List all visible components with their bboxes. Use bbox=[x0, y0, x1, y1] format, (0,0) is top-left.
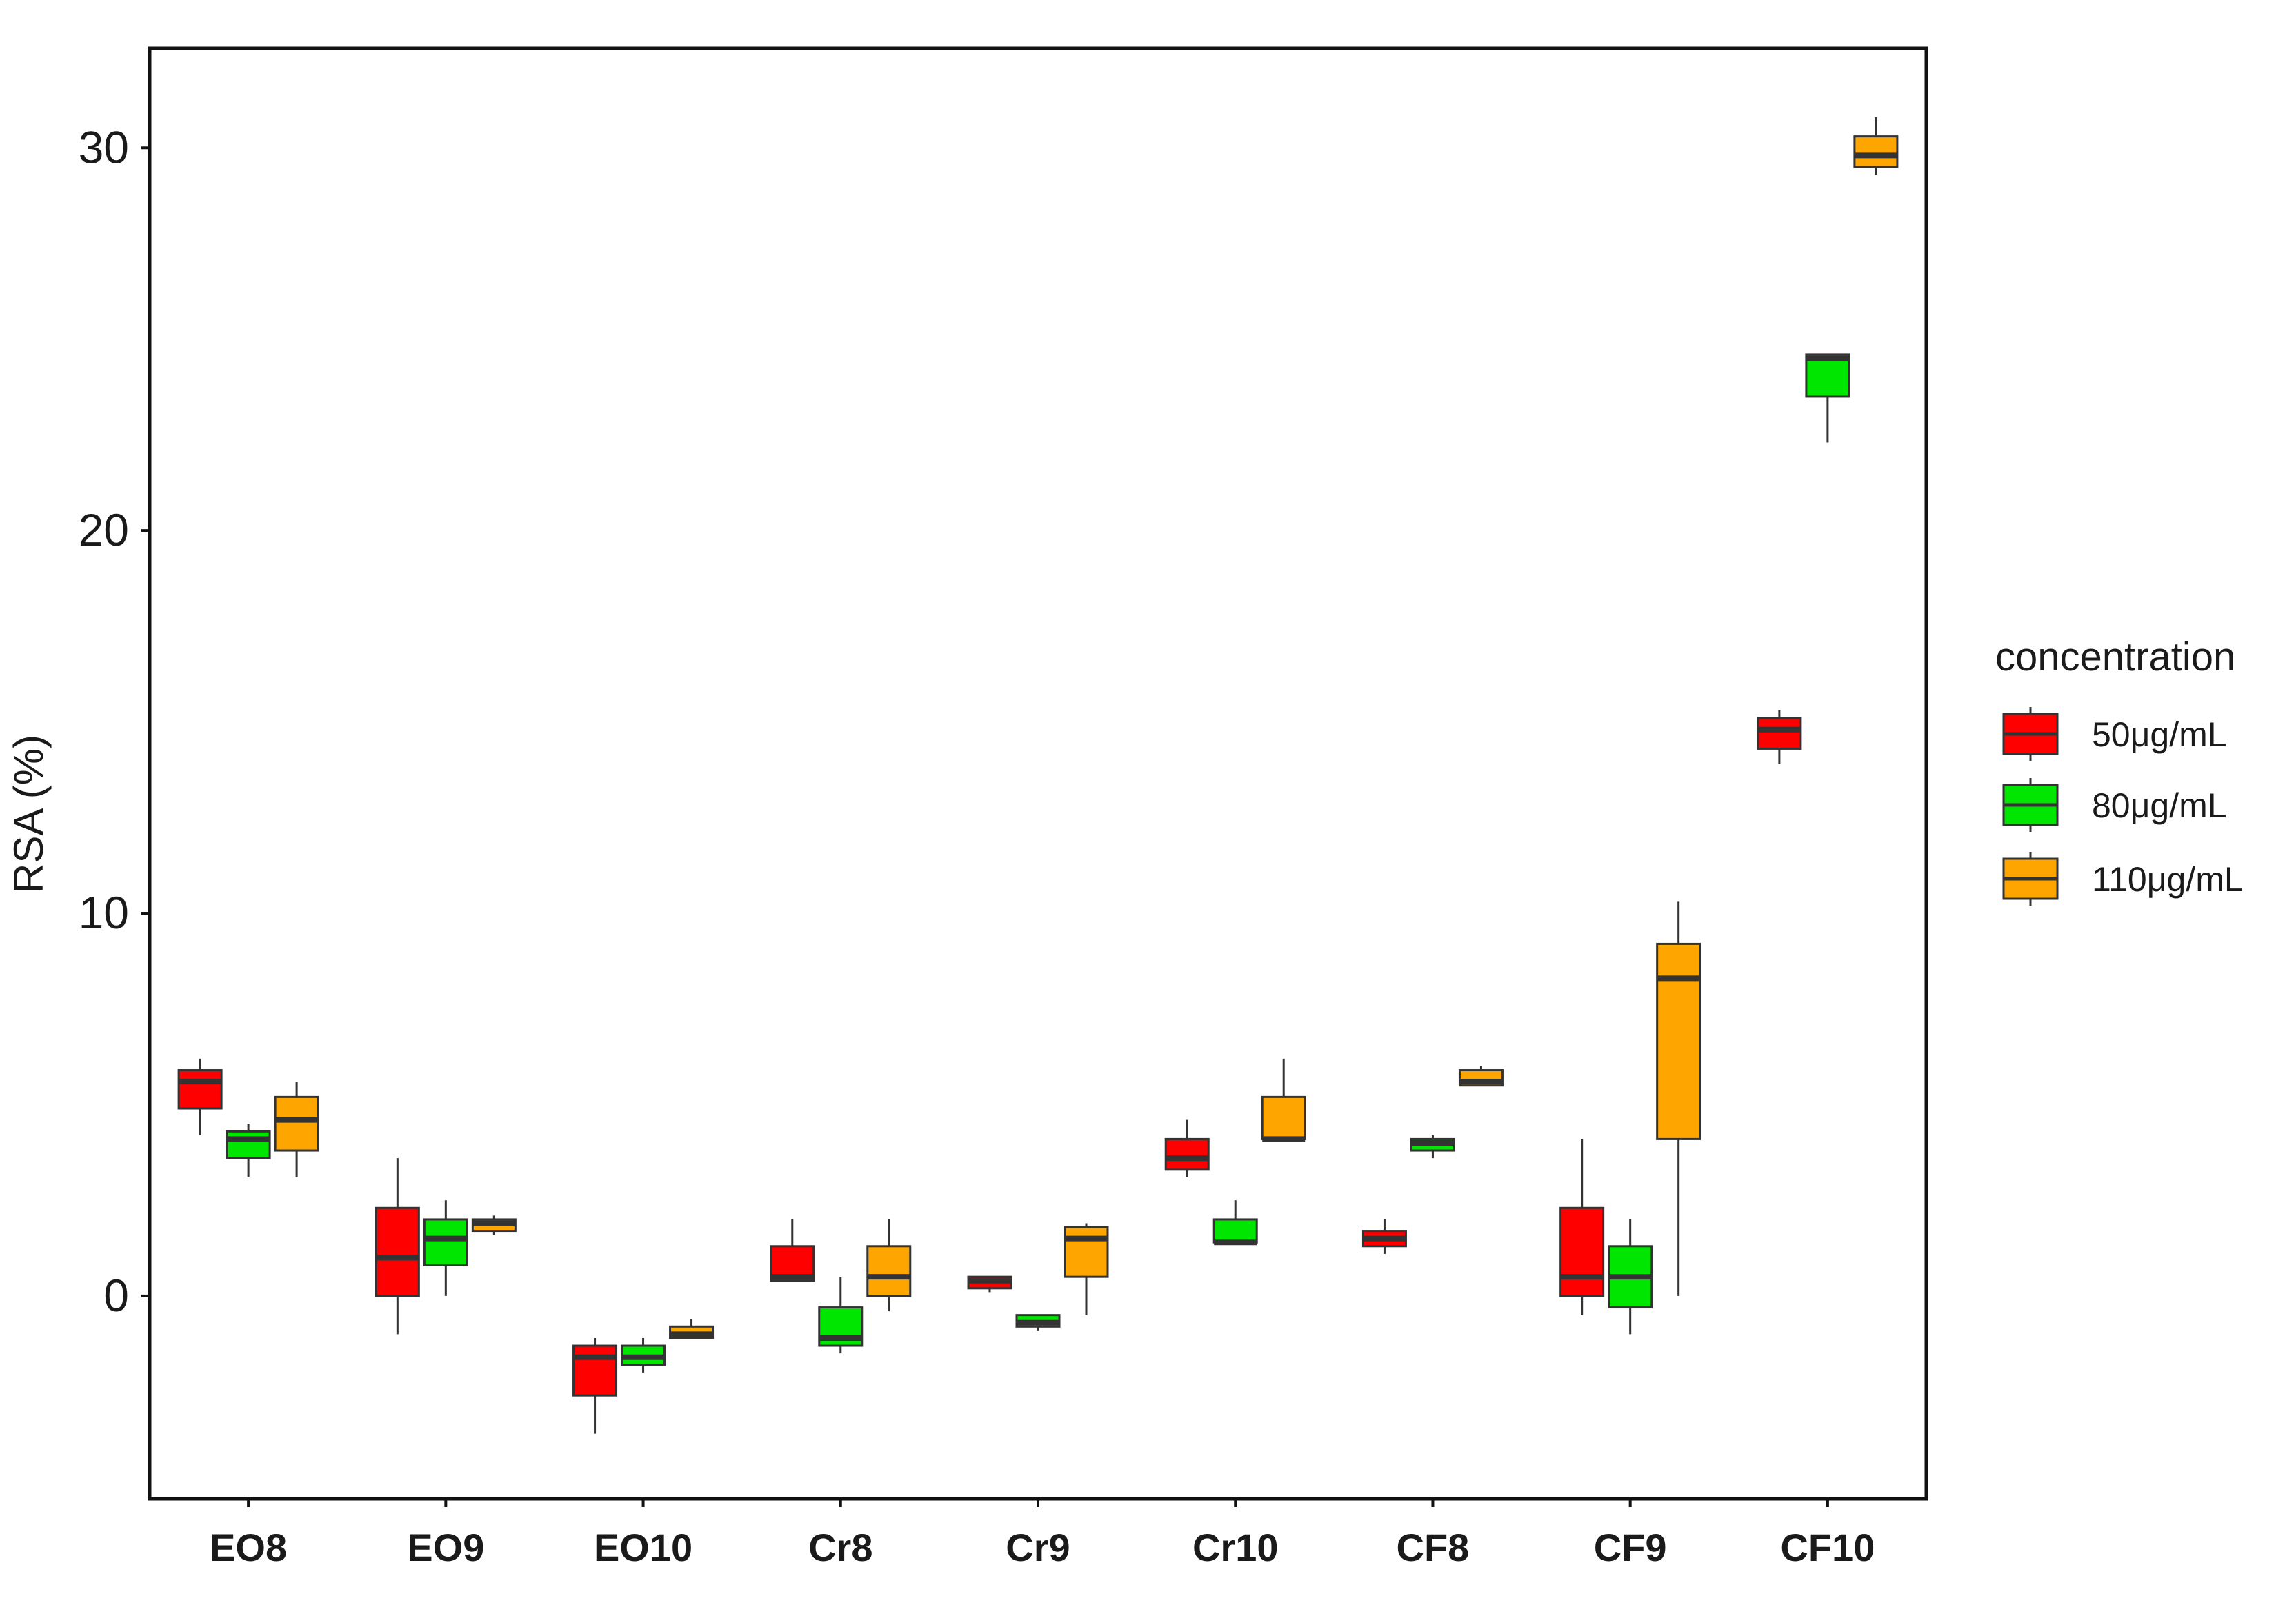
box-body bbox=[1656, 942, 1701, 1140]
box-Cr9-2 bbox=[1015, 1314, 1061, 1331]
x-tick-label: CF10 bbox=[1780, 1526, 1875, 1569]
box-CF8-2 bbox=[1410, 1135, 1455, 1159]
box-EO8-3 bbox=[274, 1082, 319, 1177]
legend: concentration 50μg/mL 80μg/mL 110μg/mL bbox=[1995, 635, 2244, 906]
box-body bbox=[1805, 353, 1850, 398]
box-Cr10-2 bbox=[1212, 1200, 1258, 1246]
x-tick-label: Cr8 bbox=[808, 1526, 872, 1569]
box-Cr8-3 bbox=[866, 1219, 912, 1312]
plot-area bbox=[177, 117, 1899, 1434]
box-CF9-2 bbox=[1608, 1219, 1653, 1335]
box-body bbox=[1164, 1137, 1210, 1171]
box-EO9-1 bbox=[375, 1158, 420, 1335]
box-CF10-2 bbox=[1805, 353, 1850, 443]
box-EO8-2 bbox=[226, 1124, 271, 1177]
legend-item: 50μg/mL bbox=[2002, 707, 2227, 761]
box-body bbox=[423, 1218, 468, 1267]
box-body bbox=[866, 1245, 912, 1297]
box-EO10-3 bbox=[669, 1319, 715, 1339]
box-body bbox=[177, 1069, 223, 1110]
box-EO8-1 bbox=[177, 1058, 223, 1135]
box-CF8-1 bbox=[1361, 1219, 1407, 1254]
box-EO10-1 bbox=[572, 1337, 618, 1434]
box-Cr8-2 bbox=[818, 1277, 864, 1354]
box-Cr9-3 bbox=[1064, 1223, 1109, 1315]
legend-label: 80μg/mL bbox=[2092, 786, 2227, 825]
y-tick-label: 10 bbox=[79, 887, 129, 938]
box-body bbox=[1064, 1226, 1109, 1278]
y-tick-label: 0 bbox=[103, 1270, 129, 1321]
box-Cr9-1 bbox=[967, 1275, 1012, 1293]
axes: 0 10 20 30 EO8 EO9 EO10 Cr8 Cr9 Cr10 CF8 CF9 CF10 bbox=[79, 46, 1928, 1569]
legend-item: 110μg/mL bbox=[2002, 852, 2244, 906]
box-EO10-2 bbox=[621, 1337, 666, 1373]
y-tick-label: 20 bbox=[79, 504, 129, 555]
box-body bbox=[274, 1095, 319, 1152]
box-CF9-3 bbox=[1656, 901, 1701, 1296]
legend-label: 110μg/mL bbox=[2092, 860, 2244, 899]
box-body bbox=[1261, 1095, 1306, 1140]
box-EO9-2 bbox=[423, 1200, 468, 1296]
legend-title: concentration bbox=[1995, 635, 2235, 679]
box-EO9-3 bbox=[471, 1215, 517, 1235]
box-CF10-1 bbox=[1757, 710, 1802, 764]
box-CF8-3 bbox=[1458, 1066, 1504, 1087]
box-body bbox=[1757, 717, 1802, 750]
x-tick-label: CF9 bbox=[1594, 1526, 1667, 1569]
box-body bbox=[226, 1130, 271, 1159]
box-body bbox=[1212, 1218, 1258, 1244]
box-CF9-1 bbox=[1559, 1139, 1605, 1315]
y-axis-label: RSA (%) bbox=[6, 735, 52, 893]
x-tick-label: EO8 bbox=[210, 1526, 287, 1569]
x-tick-label: CF8 bbox=[1397, 1526, 1470, 1569]
box-Cr8-1 bbox=[770, 1219, 815, 1282]
x-tick-label: Cr9 bbox=[1006, 1526, 1070, 1569]
x-tick-label: EO10 bbox=[594, 1526, 692, 1569]
box-Cr10-1 bbox=[1164, 1119, 1210, 1177]
x-tick-label: Cr10 bbox=[1192, 1526, 1279, 1569]
y-tick-label: 30 bbox=[79, 121, 129, 172]
box-Cr10-3 bbox=[1261, 1058, 1306, 1142]
legend-label: 50μg/mL bbox=[2092, 715, 2227, 754]
box-body bbox=[375, 1206, 420, 1297]
box-body bbox=[1559, 1206, 1605, 1297]
x-tick-label: EO9 bbox=[407, 1526, 484, 1569]
legend-item: 80μg/mL bbox=[2002, 778, 2227, 832]
box-body bbox=[572, 1344, 618, 1397]
box-CF10-3 bbox=[1853, 117, 1899, 175]
box-body bbox=[1853, 135, 1899, 168]
